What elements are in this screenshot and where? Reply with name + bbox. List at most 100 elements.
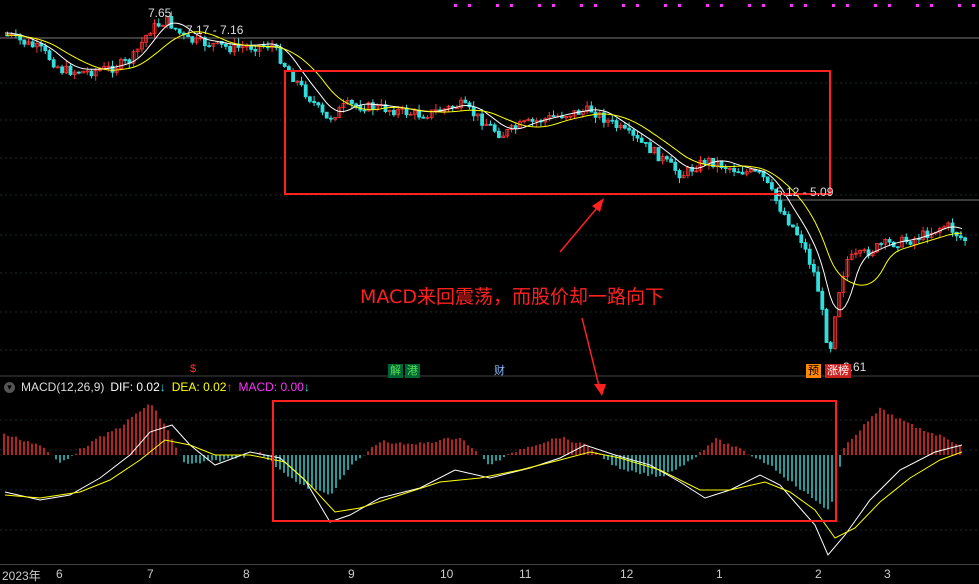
marker-dot <box>552 4 555 7</box>
candle-body <box>26 41 31 45</box>
candle-body <box>106 65 111 68</box>
candle-body <box>627 127 631 131</box>
candle-body <box>396 108 401 116</box>
candle-body <box>64 65 69 74</box>
candle-body <box>669 158 673 163</box>
candle-body <box>744 171 749 175</box>
candle-body <box>223 43 228 47</box>
event-tag-hk[interactable]: 港 <box>405 364 420 378</box>
candle-body <box>249 45 254 50</box>
candle-body <box>202 37 207 47</box>
event-tag-finance[interactable]: 财 <box>494 365 505 377</box>
marker-dot <box>706 4 709 7</box>
candle-body <box>883 239 888 245</box>
event-tag-unlock[interactable]: 解 <box>388 364 403 378</box>
candle-body <box>946 222 951 228</box>
marker-dot <box>846 4 849 7</box>
candle-body <box>602 112 606 123</box>
candle-body <box>240 46 245 49</box>
macd-readout: MACD: 0.00↓ <box>238 380 310 394</box>
candle-body <box>39 43 43 47</box>
price-range-top-label: 7.17 - 7.16 <box>186 23 244 37</box>
ma-line-yellow <box>5 31 963 286</box>
annotation-text: MACD来回震荡，而股价却一路向下 <box>360 286 664 308</box>
candle-body <box>673 161 678 171</box>
candle-body <box>656 147 661 162</box>
candle-body <box>253 49 258 52</box>
candle-body <box>702 159 707 165</box>
candle-body <box>589 105 594 113</box>
candle-body <box>828 342 833 349</box>
candle-body <box>51 59 56 68</box>
x-tick: 12 <box>620 567 634 581</box>
x-tick: 7 <box>147 567 154 581</box>
candle-body <box>749 168 753 173</box>
candle-body <box>803 242 808 250</box>
candle-body <box>488 123 493 126</box>
candle-body <box>303 84 308 98</box>
candle-body <box>463 99 468 104</box>
candle-body <box>467 102 472 108</box>
candle-body <box>841 275 846 293</box>
x-tick: 9 <box>348 567 355 581</box>
event-tag-forecast[interactable]: 预 <box>806 364 821 378</box>
candle-body <box>925 230 930 238</box>
marker-dot <box>538 4 541 7</box>
candle-body <box>660 156 665 162</box>
candle-body <box>795 226 799 236</box>
macd-indicator-name[interactable]: MACD(12,26,9) <box>21 380 105 394</box>
marker-dot <box>916 4 919 7</box>
arrow-down-head <box>594 384 606 396</box>
candle-body <box>854 252 858 255</box>
dif-readout: DIF: 0.02↓ <box>110 380 166 394</box>
macd-lines <box>4 424 963 556</box>
candle-body <box>778 200 783 212</box>
candle-body <box>425 116 430 119</box>
candle-body <box>333 117 338 120</box>
candle-body <box>921 230 925 240</box>
candle-body <box>60 66 64 74</box>
candle-body <box>77 71 81 74</box>
candle-body <box>160 25 165 27</box>
candle-body <box>316 102 321 106</box>
candle-body <box>417 109 422 118</box>
candle-body <box>757 170 762 173</box>
marker-dot <box>958 4 961 7</box>
candle-body <box>740 171 745 175</box>
candle-body <box>320 104 325 113</box>
candle-body <box>119 59 123 69</box>
arrow-up-head <box>592 198 604 212</box>
candle-body <box>471 106 476 117</box>
candle-body <box>257 44 262 52</box>
candle-body <box>526 119 531 122</box>
candle-body <box>190 36 195 43</box>
candle-body <box>93 70 98 77</box>
candle-body <box>904 236 909 243</box>
collapse-icon[interactable]: ▾ <box>4 381 15 393</box>
candle-body <box>849 253 854 260</box>
candle-body <box>299 80 304 86</box>
candle-body <box>959 235 963 239</box>
candle-body <box>505 129 510 137</box>
candle-body <box>131 51 136 64</box>
marker-dot <box>636 4 639 7</box>
x-tick: 6 <box>56 567 63 581</box>
candle-body <box>963 237 967 242</box>
candle-body <box>421 116 426 119</box>
candle-body <box>635 134 640 139</box>
event-tag-dollar[interactable]: $ <box>190 363 197 375</box>
candle-body <box>522 120 526 123</box>
candle-body <box>770 182 774 190</box>
candle-body <box>43 45 48 52</box>
price-highlight-box <box>284 70 831 195</box>
candle-body <box>597 112 602 118</box>
candle-body <box>551 115 556 118</box>
event-tag-rank[interactable]: 涨榜 <box>825 364 851 378</box>
candle-body <box>833 316 837 349</box>
candle-body <box>291 70 296 82</box>
candle-body <box>652 147 657 154</box>
candle-body <box>89 70 94 77</box>
candle-body <box>782 210 787 215</box>
candle-body <box>211 42 216 47</box>
